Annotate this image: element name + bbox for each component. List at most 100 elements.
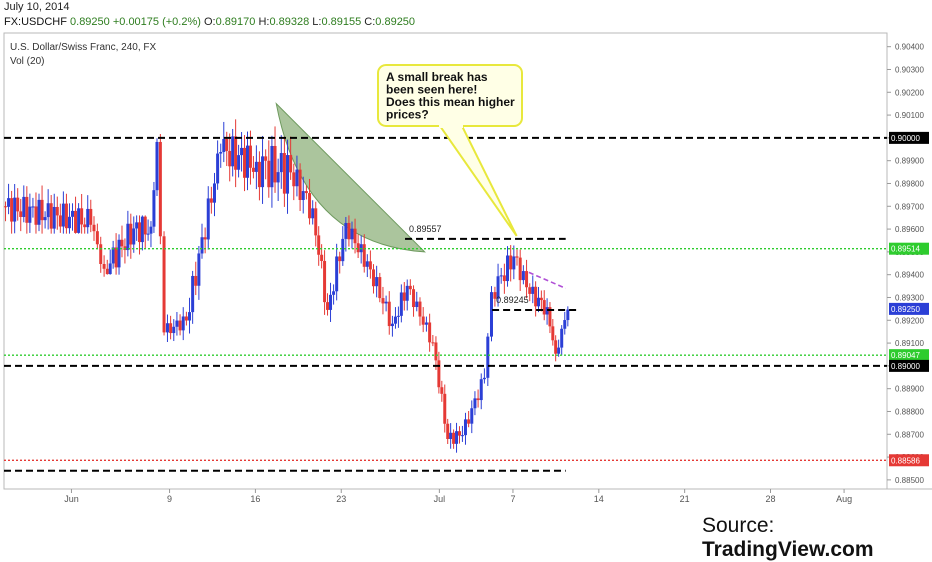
candle-body: [335, 256, 339, 292]
candle-body: [353, 228, 357, 244]
candle: [428, 313, 432, 352]
x-axis: Jun 9 16 23 Jul 7 14 21 28 Aug: [64, 489, 852, 504]
candle: [506, 246, 510, 287]
candle-body: [52, 206, 56, 229]
candle-body: [560, 328, 564, 348]
last-price-tag: 0.89250: [889, 302, 929, 315]
candle-body: [135, 222, 139, 229]
candle-body: [415, 301, 419, 308]
last-price-value: 0.89250: [70, 16, 110, 28]
candle-body: [375, 277, 379, 287]
y-tick-label: 0.89200: [895, 316, 924, 325]
candle: [111, 240, 115, 269]
candle: [470, 400, 474, 434]
x-tick-label: 9: [167, 494, 172, 504]
candle-body: [528, 287, 532, 294]
candle: [276, 158, 280, 202]
candle-body: [308, 193, 312, 219]
candle: [222, 121, 226, 163]
candle: [482, 368, 486, 384]
candle-body: [58, 215, 62, 227]
candle: [384, 295, 388, 312]
candle: [67, 203, 71, 234]
candle: [289, 136, 293, 180]
candle-body: [270, 145, 274, 188]
candle: [308, 178, 312, 225]
candle: [408, 279, 412, 295]
candle-body: [67, 216, 71, 229]
candle-body: [175, 320, 179, 327]
candle: [473, 391, 477, 416]
candle-body: [105, 268, 109, 275]
y-tick-label: 0.89800: [895, 179, 924, 188]
candle: [437, 351, 441, 394]
candle: [295, 155, 299, 197]
price-tag: 0.89000: [889, 359, 929, 372]
high-value: 0.89328: [269, 16, 310, 28]
candle: [405, 279, 409, 311]
candle-body: [95, 231, 99, 245]
candle: [34, 192, 38, 234]
candle: [502, 263, 506, 294]
candle: [539, 290, 543, 312]
callout-joint: [439, 123, 463, 128]
candle-body: [482, 377, 486, 380]
candle-body: [534, 286, 538, 307]
candle-body: [539, 297, 543, 301]
candle: [234, 119, 238, 188]
price-tag-box: [889, 454, 929, 467]
candle-body: [368, 261, 372, 270]
candle-body: [563, 320, 567, 329]
candle-body: [120, 239, 124, 247]
candle-body: [7, 198, 11, 207]
candle-body: [264, 156, 268, 161]
candle-body: [314, 208, 318, 236]
x-tick-label: Jun: [64, 494, 79, 504]
candle: [40, 185, 44, 234]
x-tick-label: Aug: [836, 494, 852, 504]
candle: [396, 306, 400, 328]
candle-body: [257, 161, 261, 188]
candle-body: [399, 292, 403, 316]
candle-body: [178, 320, 182, 331]
y-tick-label: 0.88700: [895, 430, 924, 439]
chart-title: U.S. Dollar/Swiss Franc, 240, FX: [10, 42, 156, 53]
candle-body: [279, 153, 283, 173]
price-chart[interactable]: U.S. Dollar/Swiss Franc, 240, FX Vol (20…: [0, 0, 932, 510]
candle: [460, 425, 464, 442]
x-tick-label: 21: [680, 494, 690, 504]
candle: [37, 193, 41, 232]
candle-body: [194, 275, 198, 286]
candle-body: [350, 228, 354, 240]
candle-body: [493, 292, 497, 299]
price-tag-label: 0.88586: [891, 456, 920, 465]
candle: [31, 197, 35, 218]
candle: [317, 226, 321, 266]
candle-body: [509, 255, 513, 270]
candle-body: [111, 247, 115, 264]
candle-body: [243, 147, 247, 178]
candle: [264, 149, 268, 180]
candle: [77, 203, 81, 234]
candle-body: [437, 360, 441, 388]
candle-body: [338, 256, 342, 262]
candle-body: [34, 206, 38, 225]
candle-body: [421, 316, 425, 325]
price-tag-box: [889, 349, 929, 362]
candle-body: [222, 139, 226, 152]
candle-body: [356, 243, 360, 253]
candle: [531, 275, 535, 304]
x-tick-label: 28: [765, 494, 775, 504]
candle-body: [13, 197, 17, 222]
candle: [418, 297, 422, 326]
candle-body: [234, 136, 238, 170]
candle-body: [203, 237, 207, 240]
price-tags: 0.90000 0.89514 0.89047 0.89000 0.88586 0.892…: [889, 131, 929, 467]
x-tick-label: 7: [510, 494, 515, 504]
candle: [515, 249, 519, 266]
candle: [52, 193, 56, 234]
candle: [338, 251, 342, 274]
close-value: 0.89250: [375, 16, 416, 28]
candle: [120, 225, 124, 258]
candle: [362, 234, 366, 273]
